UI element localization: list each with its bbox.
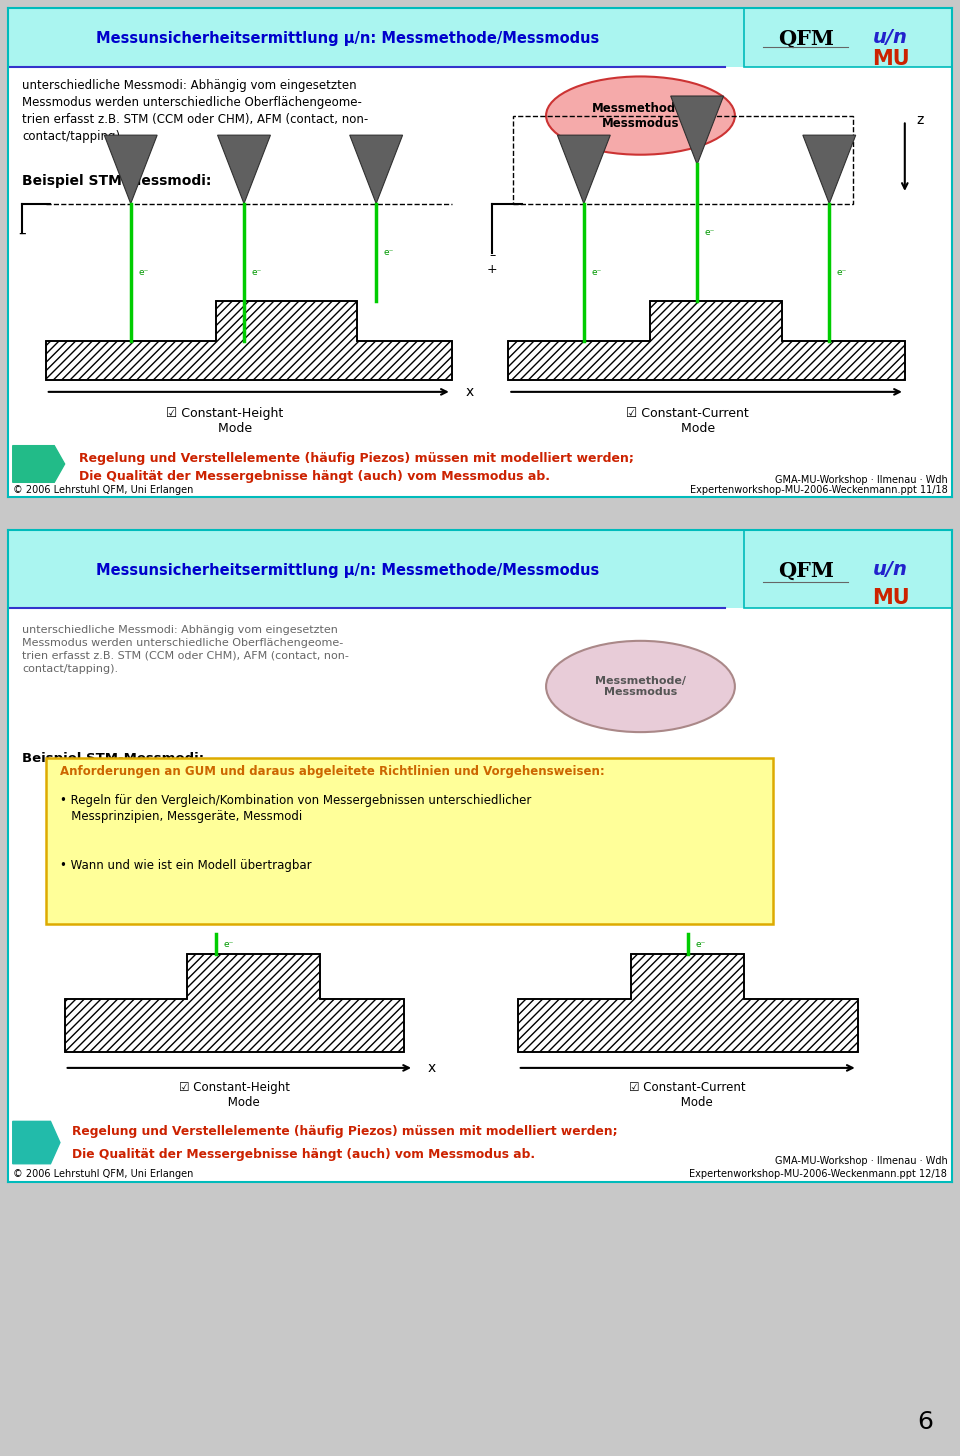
Text: –: – [18, 226, 26, 240]
Polygon shape [12, 446, 64, 482]
Ellipse shape [546, 77, 735, 154]
Text: e⁻: e⁻ [837, 268, 848, 277]
Text: Beispiel STM-Messmodi:: Beispiel STM-Messmodi: [22, 175, 211, 188]
Text: Beispiel STM-Messmodi:: Beispiel STM-Messmodi: [22, 751, 204, 764]
Text: –
+: – + [487, 249, 497, 275]
Text: unterschiedliche Messmodi: Abhängig vom eingesetzten
Messmodus werden unterschie: unterschiedliche Messmodi: Abhängig vom … [22, 79, 369, 143]
Text: Messmethode/
Messmodus: Messmethode/ Messmodus [595, 676, 686, 697]
Polygon shape [509, 301, 904, 380]
Text: e⁻: e⁻ [252, 268, 262, 277]
Polygon shape [803, 135, 855, 204]
Text: MU: MU [872, 50, 909, 70]
Text: Die Qualität der Messergebnisse hängt (auch) vom Messmodus ab.: Die Qualität der Messergebnisse hängt (a… [72, 1149, 536, 1160]
Text: QFM: QFM [778, 561, 833, 581]
Text: e⁻: e⁻ [695, 939, 706, 948]
Text: • Wann und wie ist ein Modell übertragbar: • Wann und wie ist ein Modell übertragba… [60, 859, 312, 872]
Text: Regelung und Verstellelemente (häufig Piezos) müssen mit modelliert werden;: Regelung und Verstellelemente (häufig Pi… [72, 1124, 618, 1137]
Text: Expertenworkshop-MU-2006-Weckenmann.ppt 12/18: Expertenworkshop-MU-2006-Weckenmann.ppt … [689, 1169, 948, 1179]
Text: © 2006 Lehrstuhl QFM, Uni Erlangen: © 2006 Lehrstuhl QFM, Uni Erlangen [12, 1169, 193, 1179]
Polygon shape [218, 135, 271, 204]
Polygon shape [558, 135, 611, 204]
FancyBboxPatch shape [744, 7, 952, 67]
Text: u/n: u/n [874, 28, 908, 47]
Polygon shape [105, 135, 157, 204]
FancyBboxPatch shape [8, 530, 952, 609]
Text: © 2006 Lehrstuhl QFM, Uni Erlangen: © 2006 Lehrstuhl QFM, Uni Erlangen [12, 485, 193, 495]
Text: MU: MU [872, 588, 909, 609]
Polygon shape [349, 135, 402, 204]
Text: Regelung und Verstellelemente (häufig Piezos) müssen mit modelliert werden;: Regelung und Verstellelemente (häufig Pi… [79, 451, 634, 464]
Text: z: z [916, 114, 924, 128]
Text: u/n: u/n [874, 559, 908, 578]
Text: e⁻: e⁻ [384, 248, 395, 258]
Text: e⁻: e⁻ [224, 939, 233, 948]
Text: Messmethode/
Messmodus: Messmethode/ Messmodus [592, 102, 688, 130]
Polygon shape [517, 954, 857, 1051]
Text: unterschiedliche Messmodi: Abhängig vom eingesetzten
Messmodus werden unterschie: unterschiedliche Messmodi: Abhängig vom … [22, 625, 349, 674]
Polygon shape [64, 954, 404, 1051]
Text: x: x [428, 1061, 437, 1075]
Text: ☑ Constant-Height
     Mode: ☑ Constant-Height Mode [166, 406, 284, 434]
Text: ☑ Constant-Height
     Mode: ☑ Constant-Height Mode [180, 1080, 290, 1109]
Text: e⁻: e⁻ [138, 268, 149, 277]
Text: 6: 6 [917, 1411, 933, 1434]
Text: Expertenworkshop-MU-2006-Weckenmann.ppt 11/18: Expertenworkshop-MU-2006-Weckenmann.ppt … [689, 485, 948, 495]
Polygon shape [671, 96, 724, 165]
Text: ☑ Constant-Current
     Mode: ☑ Constant-Current Mode [630, 1080, 746, 1109]
Polygon shape [12, 1121, 60, 1163]
Text: ☑ Constant-Current
     Mode: ☑ Constant-Current Mode [626, 406, 749, 434]
Ellipse shape [546, 641, 735, 732]
Text: Messunsicherheitsermittlung μ/n: Messmethode/Messmodus: Messunsicherheitsermittlung μ/n: Messmet… [96, 31, 599, 45]
Text: • Regeln für den Vergleich/Kombination von Messergebnissen unterschiedlicher
   : • Regeln für den Vergleich/Kombination v… [60, 794, 531, 823]
Text: Die Qualität der Messergebnisse hängt (auch) vom Messmodus ab.: Die Qualität der Messergebnisse hängt (a… [79, 470, 550, 483]
FancyBboxPatch shape [744, 530, 952, 609]
Polygon shape [46, 301, 451, 380]
Text: GMA-MU-Workshop · Ilmenau · Wdh: GMA-MU-Workshop · Ilmenau · Wdh [775, 1156, 948, 1166]
FancyBboxPatch shape [46, 759, 773, 925]
Text: x: x [466, 384, 474, 399]
Text: Anforderungen an GUM und daraus abgeleitete Richtlinien und Vorgehensweisen:: Anforderungen an GUM und daraus abgeleit… [60, 764, 605, 778]
Text: e⁻: e⁻ [705, 229, 715, 237]
Text: Messunsicherheitsermittlung μ/n: Messmethode/Messmodus: Messunsicherheitsermittlung μ/n: Messmet… [96, 563, 599, 578]
FancyBboxPatch shape [8, 7, 952, 67]
Text: e⁻: e⁻ [591, 268, 602, 277]
Text: QFM: QFM [778, 29, 833, 50]
Text: GMA-MU-Workshop · Ilmenau · Wdh: GMA-MU-Workshop · Ilmenau · Wdh [775, 475, 948, 485]
